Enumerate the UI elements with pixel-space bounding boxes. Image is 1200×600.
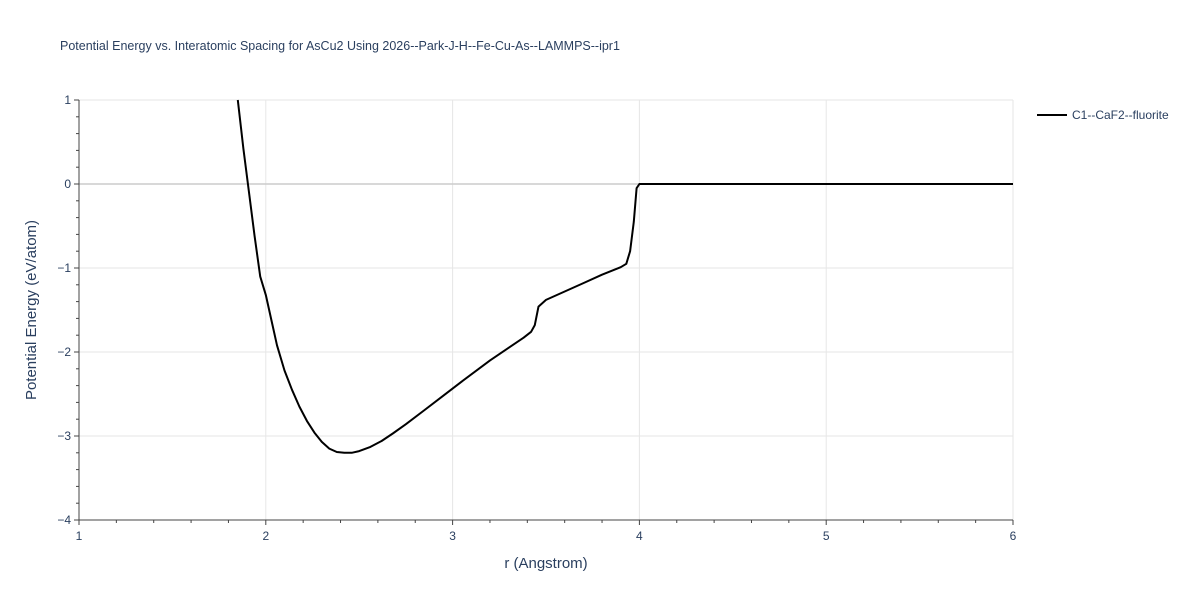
y-axis-title: Potential Energy (eV/atom) [23, 220, 40, 400]
plot-area[interactable] [236, 99, 1013, 454]
y-tick-label: 0 [64, 177, 71, 191]
x-tick-label: 4 [636, 529, 643, 543]
x-tick-label: 6 [1010, 529, 1017, 543]
axes-layer: 1 2 3 4 5 6 1 0 −1 −2 −3 −4 [57, 93, 1016, 543]
y-tick-label: −2 [57, 345, 71, 359]
y-tick-label: −3 [57, 429, 71, 443]
grid-layer [79, 99, 1014, 520]
legend[interactable]: C1--CaF2--fluorite [1037, 108, 1169, 122]
chart-title: Potential Energy vs. Interatomic Spacing… [60, 39, 620, 53]
y-tick-label: 1 [64, 93, 71, 107]
x-axis-title: r (Angstrom) [504, 555, 587, 572]
series-line [236, 99, 1013, 454]
y-tick-label: −1 [57, 261, 71, 275]
x-tick-label: 5 [823, 529, 830, 543]
legend-item-label: C1--CaF2--fluorite [1072, 108, 1169, 122]
x-tick-label: 2 [262, 529, 269, 543]
x-tick-label: 3 [449, 529, 456, 543]
x-tick-label: 1 [76, 529, 83, 543]
y-tick-label: −4 [57, 513, 71, 527]
